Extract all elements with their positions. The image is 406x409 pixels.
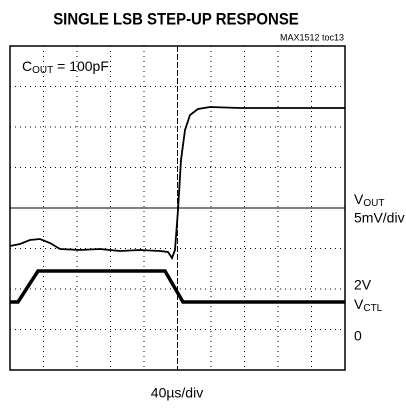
figure-id: MAX1512 toc13	[280, 32, 344, 42]
annotation-symbol: C	[22, 58, 32, 74]
channel-label: VCTL	[354, 296, 383, 314]
vout-trace	[9, 106, 345, 260]
channel-label: VOUT	[354, 191, 384, 209]
annotation-subscript: OUT	[32, 65, 53, 76]
channel-subscript: CTL	[363, 303, 382, 314]
annotation: COUT = 100pF	[22, 58, 109, 76]
channel-symbol: V	[354, 191, 364, 207]
channel-scale: 5mV/div	[354, 210, 405, 226]
time-scale: 40µs/div	[151, 385, 203, 401]
channel-symbol: V	[354, 296, 364, 312]
chart-title: SINGLE LSB STEP-UP RESPONSE	[53, 11, 299, 29]
annotation-text: = 100pF	[53, 58, 109, 74]
channel-subscript: OUT	[363, 198, 384, 209]
zero-label: 0	[354, 328, 362, 344]
vctl-trace	[10, 269, 345, 304]
channel-scale: 2V	[354, 277, 372, 293]
